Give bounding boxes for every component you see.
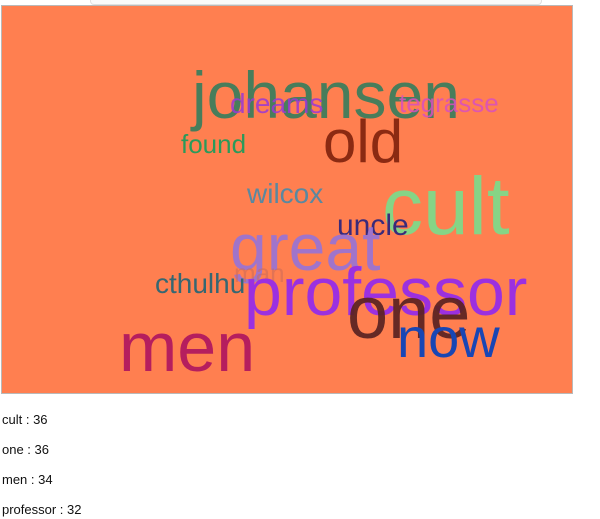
cloud-word-man: man bbox=[234, 258, 285, 288]
frequency-item: one : 36 bbox=[2, 442, 49, 457]
cloud-word-men: men bbox=[119, 308, 256, 386]
cloud-word-great: great bbox=[230, 210, 381, 284]
cloud-word-found: found bbox=[181, 129, 247, 159]
cloud-word-cult: cult bbox=[382, 161, 510, 252]
browser-top-edge bbox=[90, 0, 542, 5]
frequency-item: men : 34 bbox=[2, 472, 53, 487]
frequency-item: cult : 36 bbox=[2, 412, 48, 427]
word-cloud: johansen dreams tegrasse old found wilco… bbox=[1, 5, 573, 394]
cloud-word-wilcox: wilcox bbox=[247, 178, 324, 209]
cloud-word-dreams: dreams bbox=[230, 88, 324, 119]
cloud-word-old: old bbox=[323, 108, 404, 175]
cloud-word-now: now bbox=[397, 306, 500, 369]
cloud-word-johansen: johansen bbox=[192, 58, 460, 132]
cloud-word-one: one bbox=[347, 271, 471, 354]
cloud-word-uncle: uncle bbox=[337, 209, 409, 242]
frequency-item: professor : 32 bbox=[2, 502, 82, 517]
cloud-word-tegrasse: tegrasse bbox=[399, 88, 499, 118]
cloud-word-professor: professor bbox=[244, 254, 528, 330]
cloud-word-cthulhu: cthulhu bbox=[155, 268, 246, 299]
